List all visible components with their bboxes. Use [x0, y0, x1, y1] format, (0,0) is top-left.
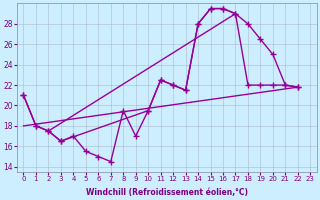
X-axis label: Windchill (Refroidissement éolien,°C): Windchill (Refroidissement éolien,°C) — [86, 188, 248, 197]
